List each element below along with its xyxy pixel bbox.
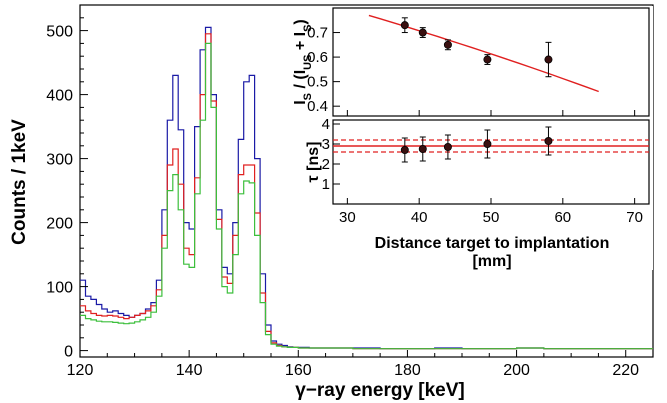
inset-ratio-point bbox=[544, 55, 553, 64]
inset-lifetime-fit-lines bbox=[333, 139, 649, 153]
main-x-tick-label: 220 bbox=[612, 362, 639, 379]
inset-lifetime-y-ticks: 1 2 3 4 bbox=[322, 116, 340, 193]
inset-ratio-background bbox=[310, 6, 653, 118]
inset-lifetime-points bbox=[400, 126, 553, 163]
inset-lifetime-y-tick-label: 1 bbox=[322, 176, 330, 193]
inset-lifetime-x-ticks: 30 40 50 60 70 bbox=[339, 198, 643, 226]
inset-lifetime-chart: 1 2 3 4 30 40 50 60 70 τ [ns] Distance target t… bbox=[305, 116, 653, 270]
inset-lifetime-point bbox=[483, 139, 492, 148]
inset-lifetime-point bbox=[544, 136, 553, 145]
main-y-tick-label: 100 bbox=[46, 280, 73, 297]
inset-lifetime-x-tick-label: 30 bbox=[339, 209, 356, 226]
inset-lifetime-x-tick-label: 50 bbox=[483, 209, 500, 226]
inset-lifetime-y-axis-label: τ [ns] bbox=[305, 142, 322, 183]
main-x-tick-label: 200 bbox=[503, 362, 530, 379]
inset-lifetime-y-tick-label: 2 bbox=[322, 156, 330, 173]
inset-ratio-point bbox=[400, 21, 409, 30]
inset-ratio-point bbox=[418, 28, 427, 37]
inset-lifetime-x-tick-label: 40 bbox=[411, 209, 428, 226]
series-3-line bbox=[80, 42, 653, 350]
inset-lifetime-x-tick-label: 70 bbox=[626, 209, 643, 226]
inset-ratio-y-tick-label: 0.7 bbox=[307, 25, 328, 42]
inset-lifetime-point bbox=[443, 142, 452, 151]
inset-ratio-y-ticks: 0.4 0.5 0.6 0.7 bbox=[307, 25, 340, 115]
main-y-tick-label: 500 bbox=[46, 24, 73, 41]
main-x-ticks: 120 140 160 180 200 220 bbox=[67, 350, 654, 379]
main-y-tick-label: 200 bbox=[46, 216, 73, 233]
main-y-axis-label: Counts / 1keV bbox=[9, 119, 30, 245]
inset-x-axis-label-line2: [mm] bbox=[472, 253, 511, 270]
main-y-tick-label: 0 bbox=[64, 344, 73, 361]
main-y-tick-label: 400 bbox=[46, 88, 73, 105]
inset-ratio-y-axis-label: IS / (IUS + IS) bbox=[292, 19, 314, 105]
inset-lifetime-point bbox=[418, 144, 427, 153]
inset-ratio-points bbox=[400, 17, 553, 78]
inset-ratio-point bbox=[443, 40, 452, 49]
inset-lifetime-y-tick-label: 3 bbox=[322, 136, 330, 153]
inset-lifetime-background bbox=[310, 118, 653, 270]
main-x-tick-label: 180 bbox=[394, 362, 421, 379]
main-y-tick-label: 300 bbox=[46, 152, 73, 169]
inset-ratio-y-tick-label: 0.4 bbox=[307, 98, 328, 115]
inset-lifetime-y-tick-label: 4 bbox=[322, 116, 330, 133]
main-x-axis-label: γ−ray energy [keV] bbox=[295, 380, 465, 401]
inset-ratio-y-tick-label: 0.6 bbox=[307, 49, 328, 66]
inset-ratio-chart: 0.4 0.5 0.6 0.7 IS / (IUS + IS) bbox=[292, 6, 653, 118]
inset-lifetime-x-tick-label: 60 bbox=[554, 209, 571, 226]
inset-ratio-y-tick-label: 0.5 bbox=[307, 74, 328, 91]
inset-ratio-x-ticks bbox=[346, 110, 636, 116]
main-x-tick-label: 160 bbox=[285, 362, 312, 379]
main-x-tick-label: 140 bbox=[176, 362, 203, 379]
inset-lifetime-point bbox=[400, 145, 409, 154]
inset-ratio-point bbox=[483, 55, 492, 64]
main-y-ticks: 0 100 200 300 400 500 bbox=[46, 17, 88, 361]
main-x-tick-label: 120 bbox=[67, 362, 94, 379]
inset-x-axis-label-line1: Distance target to implantation bbox=[375, 235, 610, 252]
main-series-group bbox=[80, 26, 653, 350]
